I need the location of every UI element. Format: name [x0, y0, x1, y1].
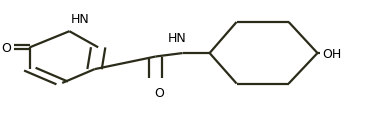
Text: HN: HN: [168, 32, 187, 44]
Text: OH: OH: [322, 47, 341, 60]
Text: HN: HN: [71, 13, 90, 26]
Text: O: O: [1, 41, 11, 54]
Text: O: O: [154, 86, 164, 99]
